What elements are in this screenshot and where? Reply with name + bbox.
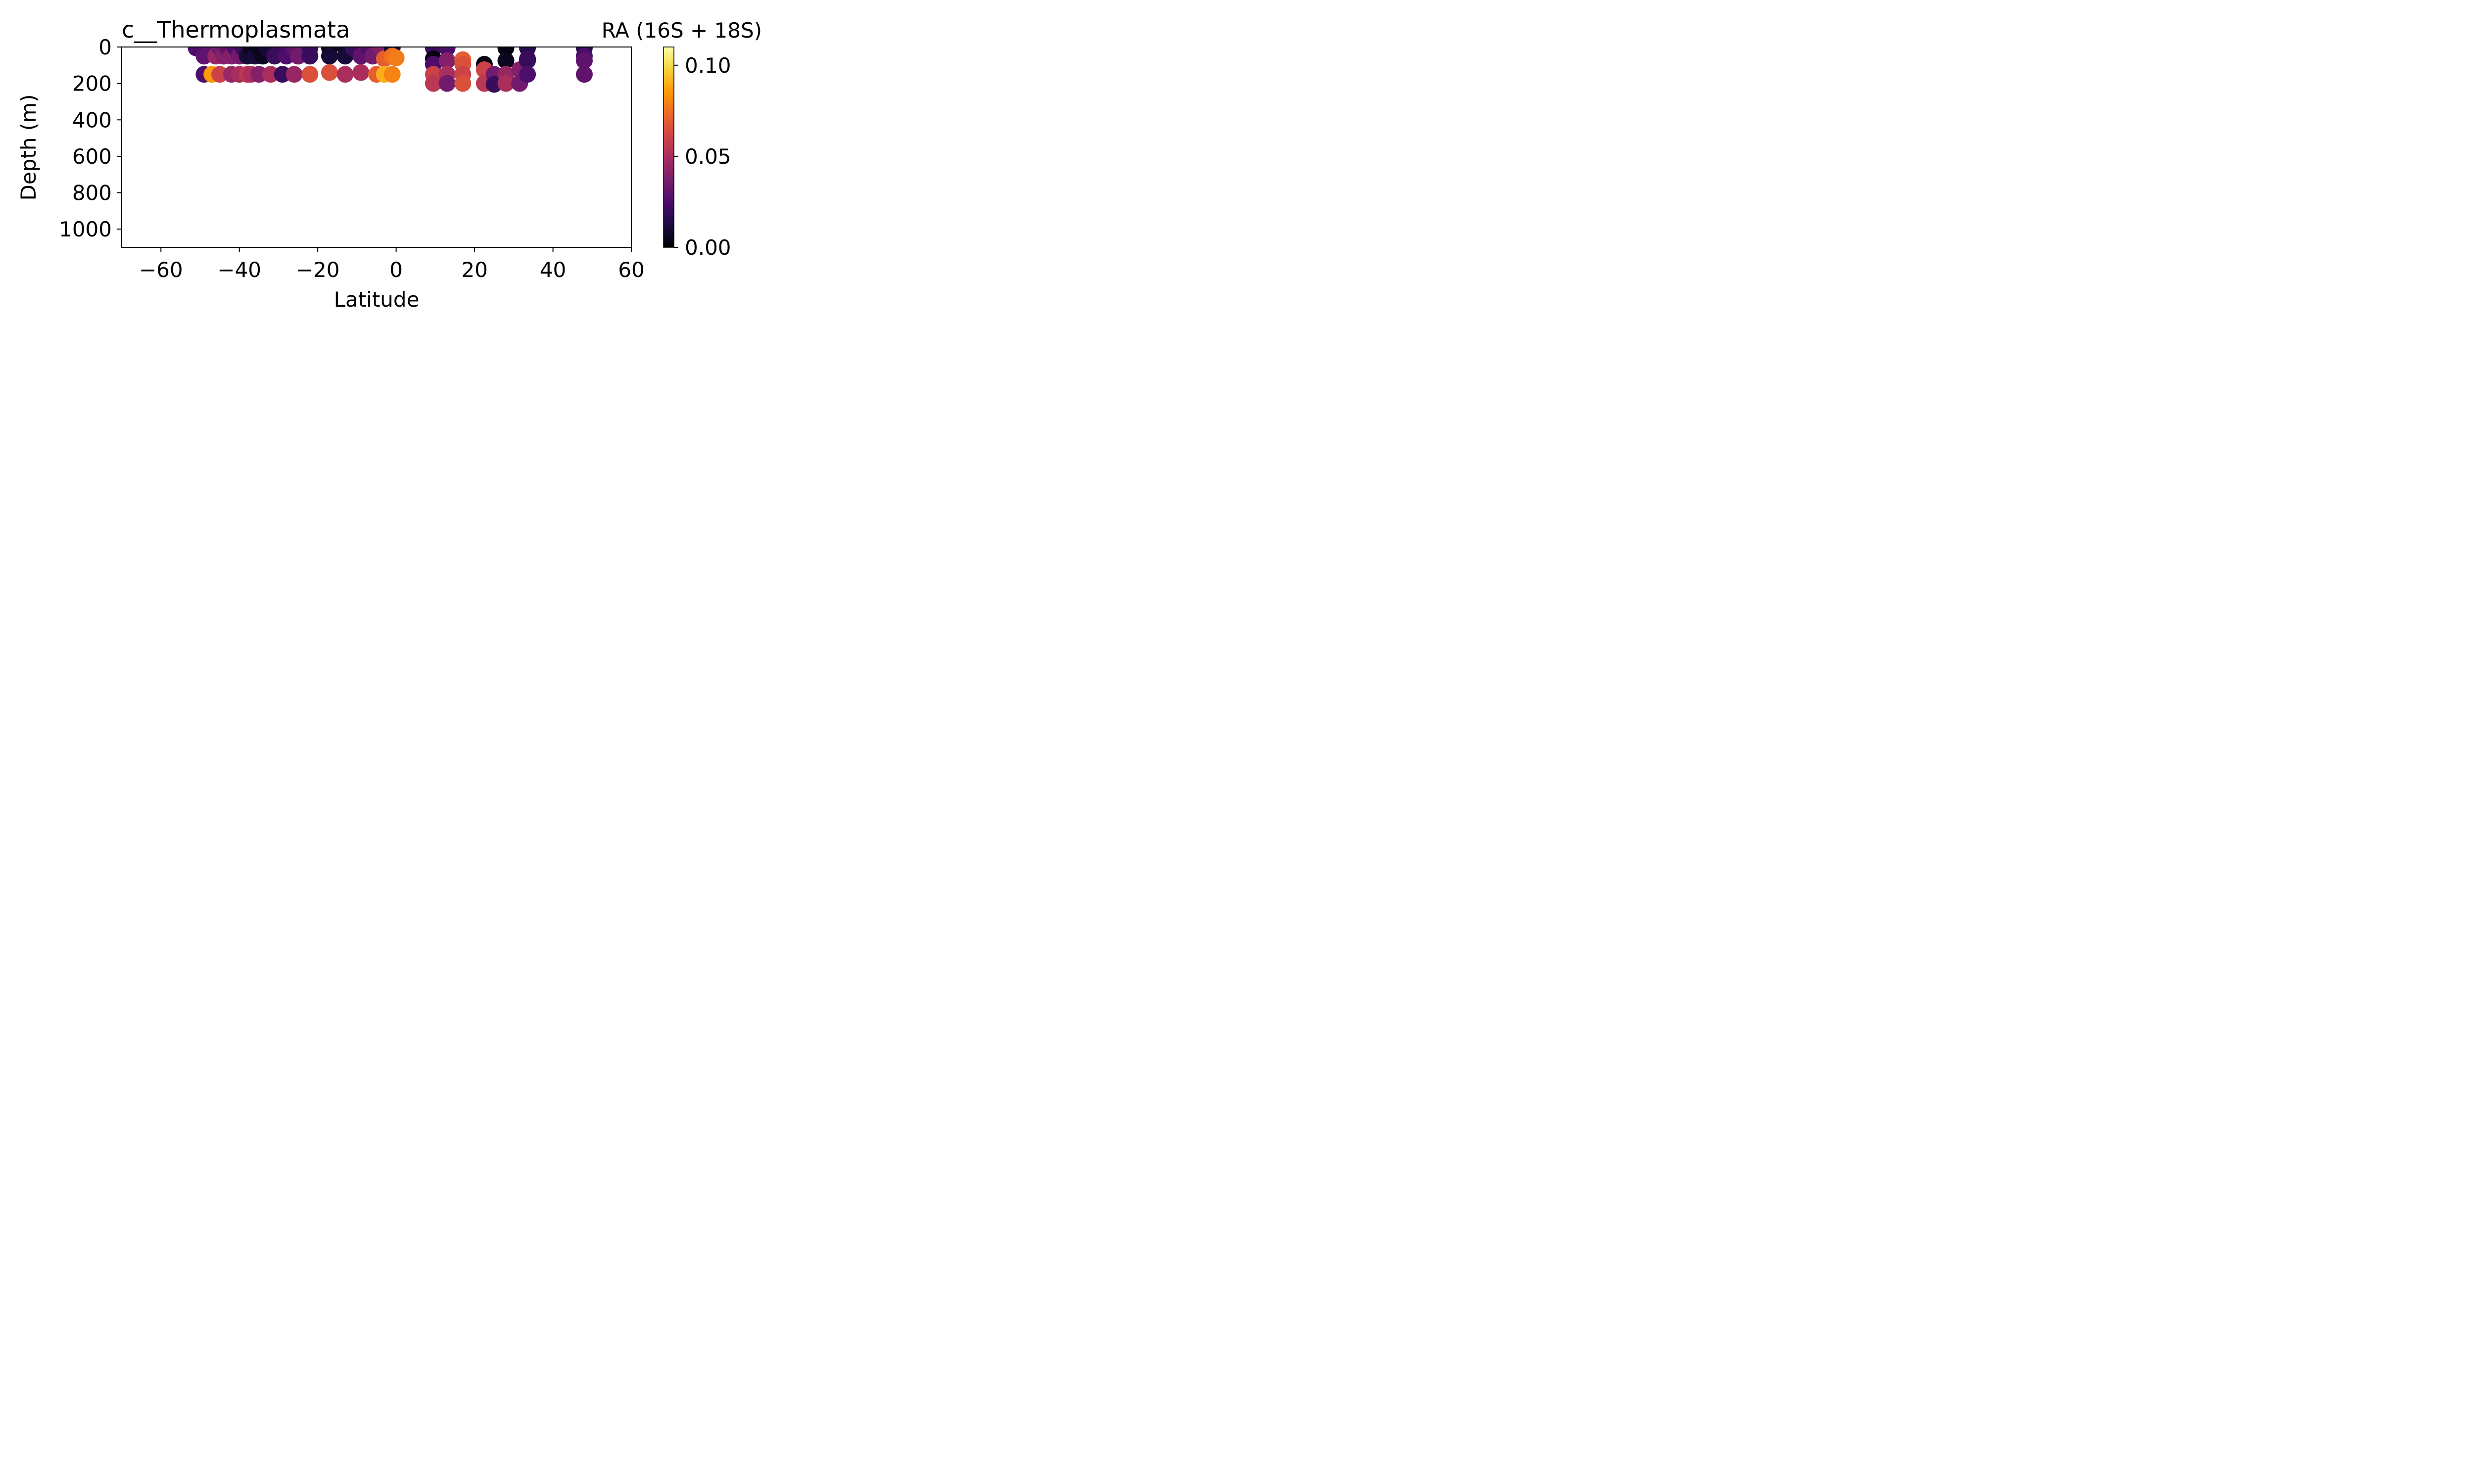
scatter-point: [438, 52, 456, 69]
colorbar: [663, 46, 674, 248]
x-tick-label: −20: [296, 258, 340, 282]
scatter-point: [497, 52, 515, 69]
chart-svg: c__Thermoplasmata RA (16S + 18S) −60 −40−…: [16, 16, 762, 312]
scatter-point: [519, 66, 536, 83]
scatter-point: [497, 75, 515, 92]
x-axis-ticks: −60 −40 −20 0 20 40 60: [139, 247, 645, 282]
y-tick-label: 600: [72, 144, 112, 169]
scatter-point: [425, 75, 442, 92]
scatter-point: [274, 66, 291, 83]
scatter-point: [285, 66, 303, 83]
scatter-point: [575, 66, 593, 83]
scatter-point: [301, 66, 319, 83]
scatter-point: [454, 75, 472, 92]
y-tick-label: 400: [72, 108, 112, 132]
y-tick-label: 1000: [59, 217, 112, 241]
y-tick-label: 0: [98, 35, 112, 59]
colorbar-tick-label: 0.05: [685, 144, 731, 169]
scatter-point: [519, 52, 536, 69]
y-tick-label: 800: [72, 181, 112, 205]
scatter-point: [438, 75, 456, 92]
scatter-point: [383, 66, 401, 83]
y-axis-label: Depth (m): [16, 94, 41, 201]
scatter-point: [352, 64, 370, 81]
scatter-point: [301, 47, 319, 65]
plot-frame: [121, 46, 632, 248]
scatter-point: [211, 66, 229, 83]
x-tick-label: 60: [618, 258, 644, 282]
x-tick-label: 20: [461, 258, 487, 282]
x-tick-label: −40: [217, 258, 261, 282]
scatter-point: [262, 66, 280, 83]
scatter-point: [336, 66, 354, 83]
x-tick-label: 0: [389, 258, 403, 282]
x-axis-label: Latitude: [334, 287, 420, 312]
scatter-point: [321, 47, 338, 65]
colorbar-label: RA (16S + 18S): [602, 18, 762, 43]
scatter-point: [250, 66, 268, 83]
scatter-point: [289, 47, 307, 65]
y-axis-ticks: 0 200 400 600 800 1000: [59, 35, 122, 241]
scatter-points: [188, 47, 593, 93]
scatter-point: [575, 52, 593, 69]
y-tick-label: 200: [72, 72, 112, 96]
colorbar-tick-label: 0.10: [685, 53, 731, 78]
colorbar-tick-label: 0.00: [685, 235, 731, 260]
scatter-point: [321, 64, 338, 81]
colorbar-ticks: 0.00 0.05 0.10: [674, 53, 731, 260]
x-tick-label: −60: [139, 258, 183, 282]
chart-title: c__Thermoplasmata: [122, 16, 350, 43]
x-tick-label: 40: [540, 258, 566, 282]
scatter-point: [387, 49, 405, 67]
